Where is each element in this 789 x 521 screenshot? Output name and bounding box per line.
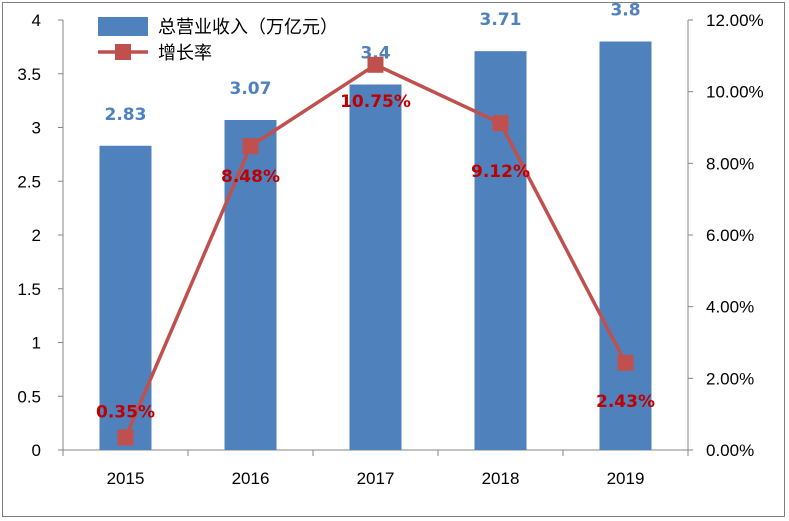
right-tick-label: 2.00% — [706, 369, 754, 388]
left-tick-label: 0.5 — [17, 387, 41, 406]
legend-label-growth: 增长率 — [158, 43, 212, 64]
left-tick-label: 1 — [32, 334, 41, 353]
revenue-bar-label: 3.71 — [480, 10, 522, 30]
growth-rate-label: 10.75% — [340, 92, 411, 112]
revenue-bar — [224, 119, 277, 450]
revenue-bar-label: 3.07 — [230, 79, 272, 99]
legend-marker-growth — [115, 44, 131, 60]
left-tick-label: 3 — [32, 119, 41, 138]
x-category-label: 2018 — [482, 469, 520, 488]
right-tick-label: 4.00% — [706, 298, 754, 317]
growth-rate-marker — [617, 354, 634, 371]
left-tick-label: 3.5 — [17, 65, 41, 84]
growth-rate-label: 2.43% — [596, 392, 655, 412]
legend-swatch-revenue — [98, 17, 148, 36]
growth-rate-marker — [492, 115, 509, 132]
revenue-bar-label: 2.83 — [105, 105, 147, 125]
revenue-bar — [349, 84, 402, 450]
revenue-bar-label: 3.8 — [610, 1, 640, 21]
growth-rate-marker — [117, 429, 134, 446]
left-tick-label: 1.5 — [17, 280, 41, 299]
growth-rate-marker — [367, 56, 384, 73]
left-tick-label: 2 — [32, 226, 41, 245]
x-category-label: 2019 — [607, 469, 645, 488]
right-tick-label: 10.00% — [706, 83, 764, 102]
legend-label-revenue: 总营业收入（万亿元） — [158, 17, 338, 38]
x-category-label: 2016 — [232, 469, 270, 488]
growth-rate-label: 0.35% — [96, 402, 155, 422]
right-tick-label: 8.00% — [706, 154, 754, 173]
right-tick-label: 6.00% — [706, 226, 754, 245]
left-tick-label: 2.5 — [17, 172, 41, 191]
growth-rate-marker — [242, 138, 259, 155]
growth-rate-label: 9.12% — [471, 162, 530, 182]
x-category-label: 2017 — [357, 469, 395, 488]
revenue-bar — [599, 41, 652, 450]
left-tick-label: 4 — [32, 11, 41, 30]
right-tick-label: 0.00% — [706, 441, 754, 460]
x-category-label: 2015 — [107, 469, 145, 488]
revenue-bar — [474, 51, 527, 451]
growth-rate-label: 8.48% — [221, 167, 280, 187]
right-tick-label: 12.00% — [706, 11, 764, 30]
left-tick-label: 0 — [32, 441, 41, 460]
